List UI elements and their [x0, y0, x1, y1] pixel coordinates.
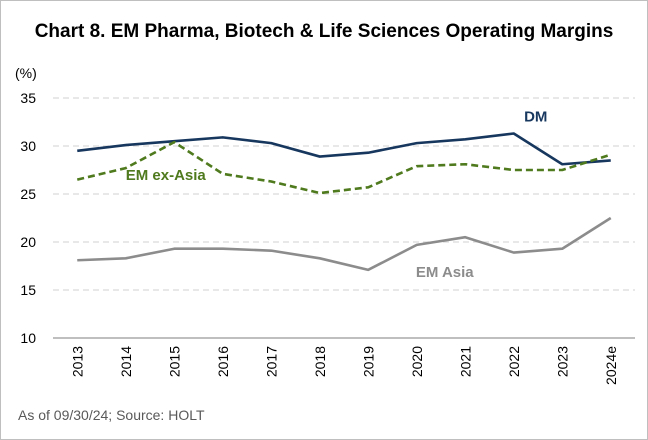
y-tick-label: 30 [20, 138, 36, 154]
series-line-dm [77, 132, 611, 166]
series-label: DM [524, 109, 547, 126]
x-tick-label: 2017 [263, 346, 279, 377]
x-tick-label: 2016 [215, 346, 231, 377]
x-tick-label: 2022 [506, 346, 522, 377]
x-tick-label: 2015 [166, 346, 182, 377]
axes: 10 15 20 25 30 35 2013 2014 2015 2016 2017 2018 2019… [20, 90, 635, 385]
y-tick-label: 20 [20, 234, 36, 250]
y-tick-label: 35 [20, 90, 36, 106]
gridlines [53, 97, 635, 291]
source-note: As of 09/30/24; Source: HOLT [18, 407, 205, 423]
x-tick-label: 2014 [118, 346, 134, 377]
series-label: EM Asia [416, 264, 474, 281]
series-label: EM ex-Asia [126, 167, 207, 184]
x-tick-label: 2018 [312, 346, 328, 377]
x-tick-label: 2021 [457, 346, 473, 377]
x-tick-label: 2020 [409, 346, 425, 377]
x-tick-label: 2019 [360, 346, 376, 377]
x-tick-label: 2013 [69, 346, 85, 377]
series-line-em-asia [77, 216, 612, 272]
y-tick-label: 10 [20, 330, 36, 346]
y-tick-label: 15 [20, 282, 36, 298]
chart-title: Chart 8. EM Pharma, Biotech & Life Scien… [34, 21, 614, 42]
x-tick-label: 2023 [554, 346, 570, 377]
y-axis-unit-label: (%) [15, 65, 37, 81]
x-tick-label: 2024e [603, 346, 619, 385]
series-line-em-ex-asia [76, 140, 612, 195]
y-tick-label: 25 [20, 186, 36, 202]
series-lines [76, 132, 612, 272]
series-labels: DM EM ex-Asia EM Asia [126, 109, 548, 281]
